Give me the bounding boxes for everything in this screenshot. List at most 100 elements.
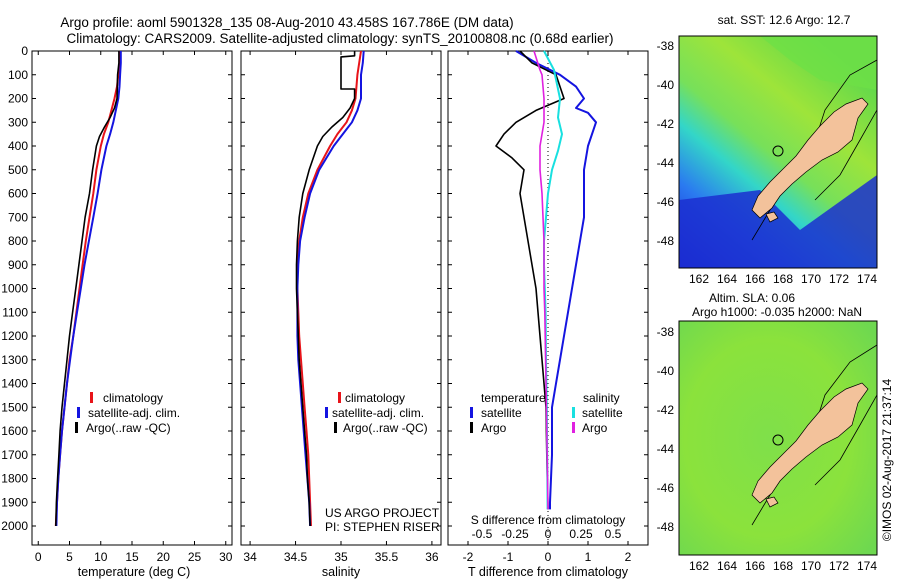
salinity-legend: climatology satellite-adj. clim. Argo(..… bbox=[325, 391, 428, 435]
lat-tick: -44 bbox=[657, 156, 675, 170]
series-line-climatology bbox=[54, 51, 121, 527]
lon-tick: 170 bbox=[801, 559, 821, 573]
sst-warm-patch bbox=[760, 36, 877, 90]
lat-tick: -48 bbox=[657, 234, 675, 248]
sla-field bbox=[679, 321, 877, 555]
legend-label-climatology: climatology bbox=[103, 391, 163, 405]
stewart-island bbox=[765, 211, 779, 223]
difference-profile-lines bbox=[495, 50, 597, 510]
sst-cold-patch bbox=[679, 175, 877, 268]
sla-map-title-line1: Altim. SLA: 0.06 bbox=[709, 291, 795, 305]
legend-swatch-climatology bbox=[90, 392, 93, 403]
stewart-island bbox=[765, 496, 779, 508]
depth-tick-label: 2000 bbox=[1, 519, 28, 533]
sst-map-xticks: 162 164 166 168 170 172 174 bbox=[689, 272, 877, 286]
depth-tick-label: 700 bbox=[8, 210, 28, 224]
depth-tick-label: 1900 bbox=[1, 495, 28, 509]
legend-swatch-t-argo bbox=[470, 422, 473, 433]
x-tick-label: 10 bbox=[94, 550, 108, 564]
lat-tick: -46 bbox=[657, 481, 675, 495]
series-line-argo-raw-qc- bbox=[295, 51, 356, 527]
lon-tick: 166 bbox=[745, 559, 765, 573]
series-line-argo-raw-qc- bbox=[55, 51, 120, 527]
x-tick-label: 0 bbox=[545, 550, 552, 564]
depth-tick-label: 1000 bbox=[1, 282, 28, 296]
s-tick-minus-0.5: -0.5 bbox=[472, 527, 493, 541]
imos-watermark: ©IMOS 02-Aug-2017 21:37:14 bbox=[880, 379, 894, 542]
legend-label-argo: Argo(..raw -QC) bbox=[86, 421, 171, 435]
legend-title-temperature: temperature bbox=[481, 391, 546, 405]
t-difference-ticks: -2 -1 0 1 2 bbox=[463, 51, 632, 564]
legend-label-t-satellite: satellite bbox=[481, 406, 522, 420]
salinity-axis-ticks: 34 34.5 35 35.5 36 bbox=[243, 51, 439, 564]
depth-tick-label: 1400 bbox=[1, 377, 28, 391]
x-tick-label: 20 bbox=[157, 550, 171, 564]
legend-label-s-satellite: satellite bbox=[582, 406, 623, 420]
series-line-temperature-satellite bbox=[515, 50, 597, 510]
temperature-axis-label: temperature (deg C) bbox=[78, 565, 191, 579]
lat-tick: -44 bbox=[657, 442, 675, 456]
x-tick-label: 35.5 bbox=[375, 550, 399, 564]
figure-title-line1: Argo profile: aoml 5901328_135 08-Aug-20… bbox=[60, 15, 513, 30]
series-line-temperature-argo bbox=[495, 50, 565, 510]
x-tick-label: 34.5 bbox=[284, 550, 308, 564]
temperature-axis-ticks: 0 5 10 15 20 25 30 bbox=[35, 51, 233, 564]
difference-depth-ticks bbox=[448, 50, 648, 527]
legend-swatch-s-argo bbox=[572, 422, 575, 433]
sst-map: sat. SST: 12.6 Argo: 12.7 -38 -40 -42 -4… bbox=[657, 13, 878, 286]
sla-map-yticks: -38 -40 -42 -44 -46 -48 bbox=[657, 325, 675, 534]
x-tick-label: 30 bbox=[219, 550, 233, 564]
new-zealand-land bbox=[751, 382, 869, 504]
legend-swatch-climatology bbox=[338, 392, 341, 403]
legend-swatch-satellite bbox=[77, 407, 80, 418]
s-difference-label: S difference from climatology bbox=[471, 513, 626, 527]
depth-tick-label: 1200 bbox=[1, 329, 28, 343]
lat-tick: -48 bbox=[657, 520, 675, 534]
lat-tick: -38 bbox=[657, 325, 675, 339]
legend-label-satellite: satellite-adj. clim. bbox=[88, 406, 180, 420]
legend-label-s-argo: Argo bbox=[582, 421, 608, 435]
lon-tick: 172 bbox=[829, 272, 849, 286]
lon-tick: 162 bbox=[689, 272, 709, 286]
difference-panel: -2 -1 0 1 2 S difference from climatology -0… bbox=[447, 50, 649, 579]
depth-tick-label: 800 bbox=[8, 234, 28, 248]
depth-tick-label: 200 bbox=[8, 92, 28, 106]
x-tick-label: 15 bbox=[125, 550, 139, 564]
x-tick-label: -2 bbox=[463, 550, 474, 564]
x-tick-label: 25 bbox=[188, 550, 202, 564]
x-tick-label: 0 bbox=[35, 550, 42, 564]
sla-map-xticks: 162 164 166 168 170 172 174 bbox=[689, 559, 877, 573]
depth-tick-label: 400 bbox=[8, 139, 28, 153]
s-tick-0: 0 bbox=[545, 527, 552, 541]
x-tick-label: 5 bbox=[66, 550, 73, 564]
depth-tick-label: 1100 bbox=[2, 305, 28, 319]
salinity-profile-lines bbox=[295, 50, 365, 527]
depth-tick-label: 1700 bbox=[1, 448, 28, 462]
x-tick-label: 36 bbox=[425, 550, 439, 564]
depth-tick-label: 0 bbox=[21, 44, 28, 58]
legend-swatch-argo bbox=[334, 422, 337, 433]
x-tick-label: -1 bbox=[503, 550, 514, 564]
depth-axis-ticks: 0 100 200 300 400 500 600 700 800 900 1000 1100 1200… bbox=[1, 44, 232, 533]
salinity-axes-box bbox=[240, 50, 442, 546]
legend-title-salinity: salinity bbox=[583, 391, 620, 405]
lon-tick: 164 bbox=[717, 559, 737, 573]
sst-map-title: sat. SST: 12.6 Argo: 12.7 bbox=[718, 13, 851, 27]
pi-label: PI: STEPHEN RISER bbox=[325, 520, 440, 534]
difference-legend: temperature salinity satellite Argo sate… bbox=[470, 391, 623, 435]
temperature-profile-lines bbox=[54, 51, 122, 527]
legend-label-argo: Argo(..raw -QC) bbox=[343, 421, 428, 435]
depth-tick-label: 100 bbox=[8, 68, 28, 82]
temperature-panel: 0100200300400500600700800900100011001200… bbox=[1, 44, 232, 579]
depth-tick-label: 1300 bbox=[1, 353, 28, 367]
lon-tick: 168 bbox=[773, 272, 793, 286]
s-tick-0.5: 0.5 bbox=[605, 527, 622, 541]
argo-float-marker bbox=[772, 145, 784, 157]
depth-tick-label: 300 bbox=[8, 115, 28, 129]
t-difference-label: T difference from climatology bbox=[468, 565, 629, 579]
lat-tick: -40 bbox=[657, 364, 675, 378]
series-line-satellite-adj-clim- bbox=[55, 51, 122, 527]
temperature-legend: climatology satellite-adj. clim. Argo(..… bbox=[75, 391, 180, 435]
salinity-axis-label: salinity bbox=[322, 565, 361, 579]
